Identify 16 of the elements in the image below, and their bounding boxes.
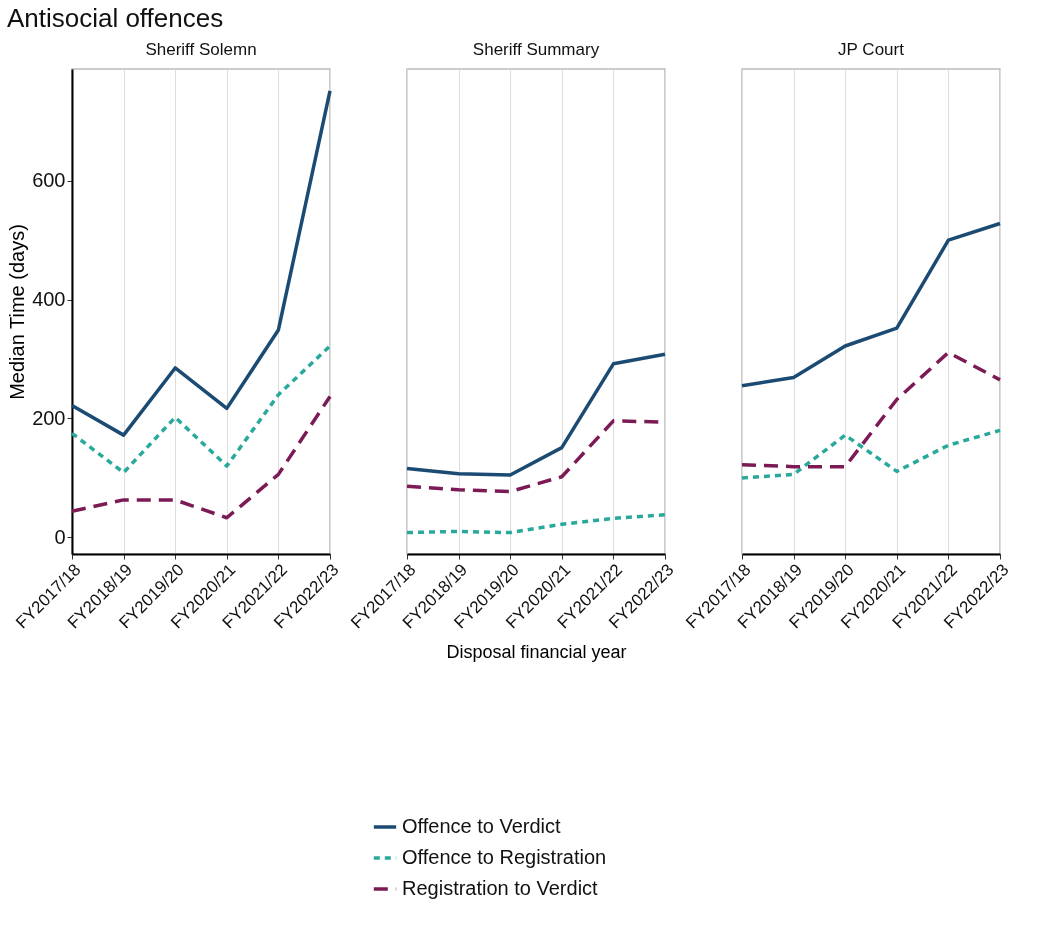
chart-subtitle: JP Court <box>838 40 905 59</box>
y-tick-label: 200 <box>32 406 66 429</box>
y-axis-title: Median Time (days) <box>6 224 29 400</box>
legend-label: Registration to Verdict <box>402 877 599 899</box>
line-series <box>70 394 332 520</box>
x-axis-title: Disposal financial year <box>446 641 627 662</box>
chart-subtitle: Sheriff Summary <box>472 40 600 59</box>
chart-subtitle: Sheriff Solemn <box>145 40 257 59</box>
legend-label: Offence to Verdict <box>402 815 562 837</box>
y-tick-label: 0 <box>54 525 66 548</box>
y-tick-label: 600 <box>32 169 66 192</box>
line-series <box>70 344 332 475</box>
chart-title: Antisocial offences <box>6 3 224 34</box>
line-series <box>70 89 332 437</box>
legend-label: Offence to Registration <box>402 846 607 868</box>
y-tick-label: 400 <box>32 288 66 311</box>
